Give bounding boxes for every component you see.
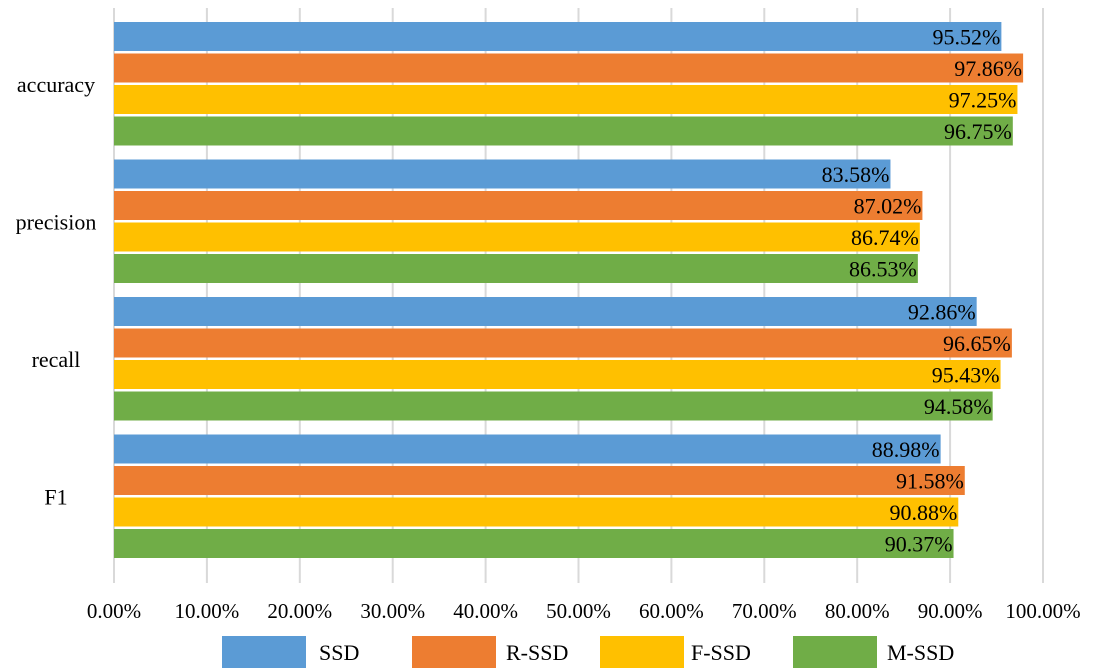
data-label: 92.86% [908, 300, 976, 325]
bar-m-ssd-precision [114, 254, 918, 283]
data-label: 87.02% [854, 194, 922, 219]
legend-swatch-f-ssd [600, 636, 684, 668]
data-label: 95.43% [932, 363, 1000, 388]
data-label: 90.88% [889, 500, 957, 525]
bar-r-ssd-recall [114, 328, 1012, 358]
data-label: 97.25% [949, 88, 1017, 113]
data-label: 97.86% [954, 56, 1022, 81]
x-tick-label: 30.00% [360, 599, 425, 623]
category-label: accuracy [17, 72, 95, 97]
data-label: 86.53% [849, 257, 917, 282]
bar-ssd-precision [114, 159, 891, 189]
data-label: 86.74% [851, 225, 919, 250]
legend-label-m-ssd: M-SSD [887, 640, 954, 665]
bar-r-ssd-accuracy [114, 53, 1024, 83]
data-label: 94.58% [924, 394, 992, 419]
legend: SSD R-SSD F-SSD M-SSD [222, 636, 954, 668]
x-tick-label: 100.00% [1005, 599, 1080, 623]
bars [114, 22, 1024, 558]
data-label: 96.65% [943, 331, 1011, 356]
x-axis-tick-labels: 0.00% 10.00% 20.00% 30.00% 40.00% 50.00% 60.00… [87, 599, 1081, 623]
data-label: 83.58% [822, 162, 890, 187]
data-label: 96.75% [944, 119, 1012, 144]
legend-label-ssd: SSD [319, 640, 359, 665]
x-tick-label: 0.00% [87, 599, 141, 623]
data-label: 90.37% [885, 532, 953, 557]
bar-m-ssd-recall [114, 391, 993, 421]
category-label: recall [32, 347, 81, 372]
bar-m-ssd-accuracy [114, 116, 1013, 146]
legend-swatch-r-ssd [412, 636, 496, 668]
x-tick-label: 70.00% [732, 599, 797, 623]
legend-label-r-ssd: R-SSD [506, 640, 568, 665]
data-labels: 95.52% 97.86% 97.25% 96.75% 83.58% 87.02% 86.7… [822, 25, 1022, 557]
x-tick-label: 10.00% [175, 599, 240, 623]
bar-f-ssd-precision [114, 222, 920, 252]
data-label: 95.52% [933, 25, 1001, 50]
bar-ssd-recall [114, 297, 977, 326]
category-label: F1 [44, 484, 67, 509]
data-label: 88.98% [872, 437, 940, 462]
legend-swatch-ssd [222, 636, 306, 668]
bar-f-ssd-recall [114, 360, 1001, 389]
bar-r-ssd-f1 [114, 466, 965, 495]
bar-f-ssd-f1 [114, 497, 959, 527]
category-label: precision [16, 209, 97, 234]
legend-swatch-m-ssd [793, 636, 877, 668]
data-label: 91.58% [896, 469, 964, 494]
x-tick-label: 20.00% [267, 599, 332, 623]
bar-m-ssd-f1 [114, 529, 954, 558]
bar-r-ssd-precision [114, 191, 923, 220]
bar-f-ssd-accuracy [114, 85, 1018, 114]
bar-ssd-f1 [114, 434, 941, 464]
x-tick-label: 50.00% [546, 599, 611, 623]
x-tick-label: 90.00% [918, 599, 983, 623]
bar-ssd-accuracy [114, 22, 1002, 51]
x-tick-label: 40.00% [453, 599, 518, 623]
legend-label-f-ssd: F-SSD [691, 640, 751, 665]
x-tick-label: 60.00% [639, 599, 704, 623]
x-tick-label: 80.00% [825, 599, 890, 623]
category-labels: accuracy precision recall F1 [16, 72, 97, 510]
